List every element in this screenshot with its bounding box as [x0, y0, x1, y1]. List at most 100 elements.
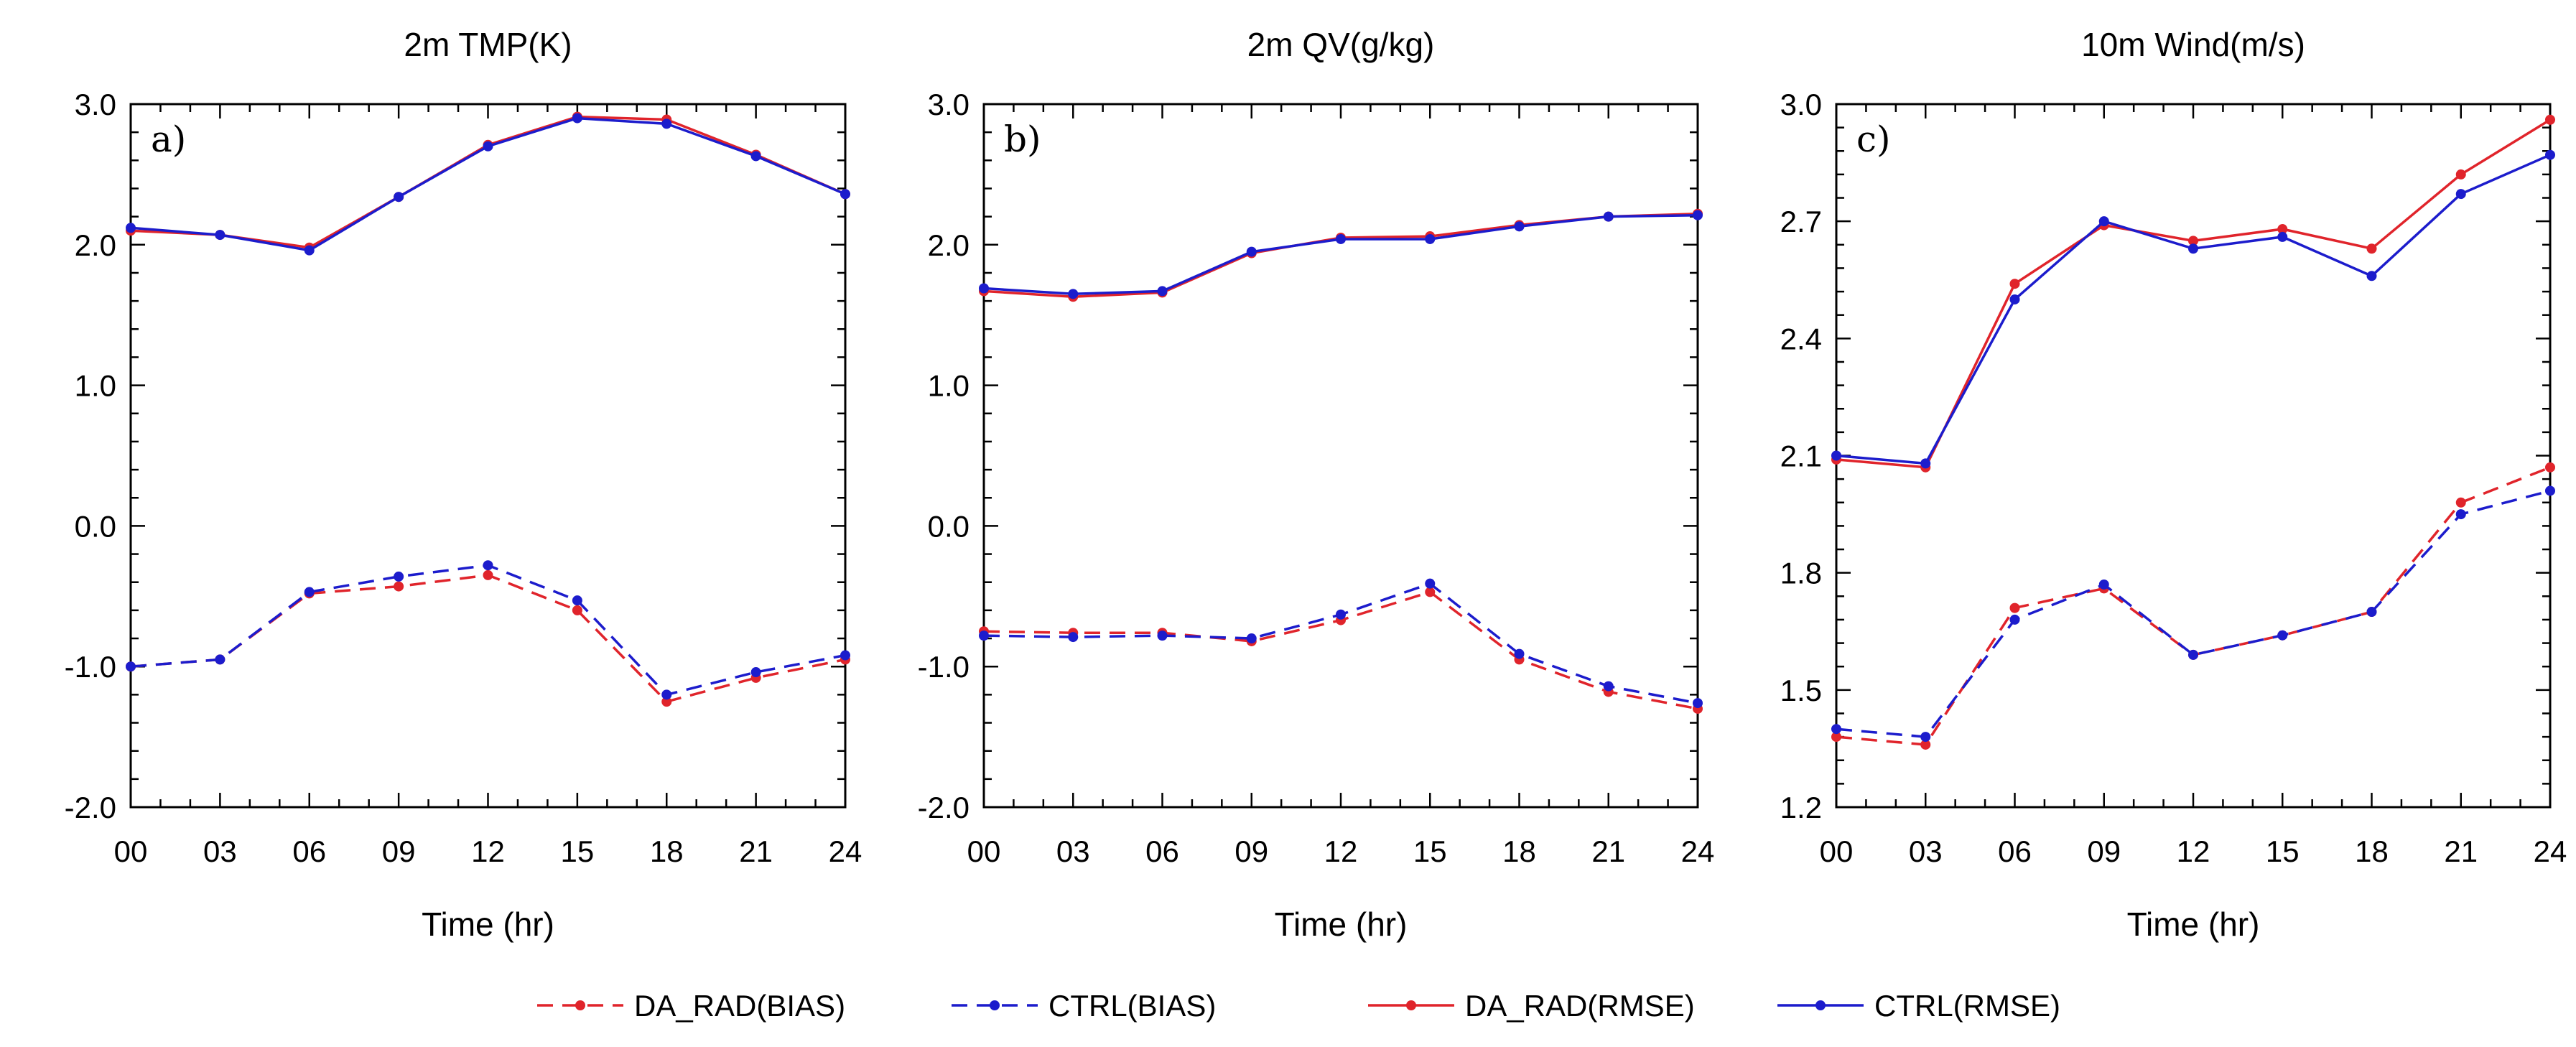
panel-a-plot-area: [129, 103, 847, 809]
panel-b-x-tick-label: 03: [1056, 834, 1090, 868]
panel-c-series-ctrl-bias: [1836, 489, 2551, 738]
panel-c-point-da-rad-rmse: [2366, 243, 2377, 254]
panel-c-x-tick-label: 03: [1909, 834, 1943, 868]
panel-b-x-tick-label: 06: [1145, 834, 1179, 868]
legend-item-ctrl-bias: CTRL(BIAS): [952, 989, 1216, 1023]
panel-a-x-tick-label: 03: [203, 834, 237, 868]
panel-b-title: 2m QV(g/kg): [1247, 26, 1435, 63]
panel-a-point-ctrl-bias: [394, 571, 404, 582]
panel-a-point-ctrl-rmse: [840, 189, 850, 200]
panel-a-y-tick-label: 0.0: [75, 509, 116, 543]
panel-b-point-ctrl-bias: [1514, 648, 1525, 659]
panel-b-x-tick-label: 21: [1591, 834, 1625, 868]
panel-a-point-ctrl-bias: [840, 650, 850, 661]
panel-b-point-ctrl-bias: [1336, 609, 1346, 620]
panel-c-label: c): [1856, 118, 1891, 160]
panel-a-y-tick-label: 3.0: [75, 88, 116, 121]
panel-c-x-tick-label: 15: [2266, 834, 2300, 868]
panel-b-x-tick-label: 12: [1324, 834, 1358, 868]
panel-b-point-ctrl-bias: [1603, 681, 1614, 692]
panel-b-point-ctrl-rmse: [1068, 289, 1079, 299]
panel-a-point-ctrl-bias: [215, 654, 225, 665]
panel-c-point-da-rad-rmse: [2188, 236, 2198, 246]
panel-a-x-tick-label: 12: [471, 834, 505, 868]
panel-b-y-tick-label: -1.0: [918, 650, 970, 684]
panel-c-point-ctrl-bias: [2009, 614, 2020, 625]
panel-b-point-ctrl-bias: [1068, 632, 1079, 643]
panel-a-x-tick-label: 24: [829, 834, 862, 868]
panel-b-plot-area: [982, 103, 1699, 809]
panel-a-y-tick-label: -1.0: [65, 650, 116, 684]
panel-a-x-tick-label: 15: [561, 834, 595, 868]
panel-a-point-ctrl-bias: [126, 661, 136, 672]
panel-b-ticks: [982, 103, 1699, 809]
panel-c-x-tick-labels: 00 03 06 09 12 15 18 21 24: [1820, 834, 2567, 868]
panel-c-x-tick-label: 18: [2355, 834, 2389, 868]
panel-b-point-da-rad-bias: [1425, 587, 1436, 597]
panel-c-x-axis-title: Time (hr): [2127, 906, 2260, 943]
panel-c-point-ctrl-bias: [2545, 485, 2555, 496]
panel-c-x-tick-label: 21: [2444, 834, 2478, 868]
panel-b-y-tick-labels: -2.0 -1.0 0.0 1.0 2.0 3.0: [918, 88, 970, 824]
panel-c-point-ctrl-bias: [2455, 509, 2466, 520]
panel-a-series-ctrl-rmse: [130, 116, 846, 252]
panel-a-point-ctrl-bias: [750, 667, 761, 678]
legend-label-ctrl-rmse: CTRL(RMSE): [1874, 989, 2060, 1023]
panel-b-point-ctrl-rmse: [979, 283, 989, 294]
panel-c-point-da-rad-rmse: [2545, 114, 2555, 125]
legend-item-da-rad-bias: DA_RAD(BIAS): [537, 989, 845, 1023]
legend-item-da-rad-rmse: DA_RAD(RMSE): [1368, 989, 1695, 1023]
panel-c-point-ctrl-rmse: [1920, 458, 1931, 469]
panel-c-point-ctrl-bias: [2366, 607, 2377, 618]
panel-b-point-ctrl-rmse: [1603, 211, 1614, 222]
panel-b-x-tick-label: 24: [1681, 834, 1715, 868]
panel-a-point-ctrl-bias: [304, 587, 315, 597]
panel-c-point-da-rad-rmse: [2277, 224, 2288, 235]
panel-a-x-tick-labels: 00 03 06 09 12 15 18 21 24: [114, 834, 862, 868]
panel-b-point-ctrl-bias: [979, 630, 989, 641]
panel-a-x-axis-title: Time (hr): [422, 906, 554, 943]
panel-b-x-tick-label: 15: [1413, 834, 1447, 868]
panel-c-point-ctrl-rmse: [2009, 294, 2020, 304]
panel-c-y-tick-label: 1.8: [1780, 557, 1822, 590]
panel-c-point-ctrl-bias: [1831, 724, 1841, 735]
legend-marker-ctrl-rmse: [1815, 1000, 1826, 1010]
panel-a-point-ctrl-rmse: [661, 118, 672, 129]
panel-c-y-tick-label: 2.7: [1780, 205, 1822, 238]
legend-marker-ctrl-bias: [990, 1000, 1000, 1010]
panel-c-point-ctrl-rmse: [2455, 189, 2466, 200]
panel-b-x-axis-title: Time (hr): [1275, 906, 1408, 943]
panel-a-x-tick-label: 18: [650, 834, 684, 868]
panel-c-y-tick-label: 1.2: [1780, 791, 1822, 824]
panel-c-point-ctrl-bias: [2098, 579, 2109, 590]
panel-c-series: [1831, 114, 2555, 750]
panel-c-point-ctrl-rmse: [2366, 271, 2377, 281]
panel-c-x-tick-label: 12: [2177, 834, 2210, 868]
panel-a-point-ctrl-bias: [483, 560, 493, 571]
panel-b-series-ctrl-rmse: [983, 213, 1698, 296]
panel-b-point-ctrl-bias: [1157, 630, 1168, 641]
panel-c-point-da-rad-bias: [1831, 732, 1841, 743]
panel-c-series-ctrl-rmse: [1836, 154, 2551, 465]
panel-a-label: a): [151, 118, 186, 160]
panel-b-x-tick-labels: 00 03 06 09 12 15 18 21 24: [967, 834, 1715, 868]
legend-item-ctrl-rmse: CTRL(RMSE): [1777, 989, 2060, 1023]
panel-a-point-ctrl-bias: [661, 689, 672, 700]
panel-c-y-tick-label: 2.4: [1780, 322, 1822, 355]
panel-b-series-da-rad-rmse: [983, 212, 1698, 298]
panel-a-point-da-rad-bias: [394, 581, 404, 592]
legend-marker-da-rad-bias: [575, 1000, 585, 1010]
panel-a-point-ctrl-rmse: [126, 223, 136, 233]
panel-a: 2m TMP(K) a) Time (hr) -2.0 -1.0 0.0 1.0 2.0…: [65, 26, 862, 943]
panel-c-point-ctrl-rmse: [1831, 450, 1841, 461]
panel-a-y-tick-labels: -2.0 -1.0 0.0 1.0 2.0 3.0: [65, 88, 116, 824]
panel-c-ticks: [1835, 103, 2552, 809]
panel-c-point-ctrl-bias: [1920, 732, 1931, 743]
panel-a-point-ctrl-rmse: [483, 141, 493, 152]
panel-c-series-da-rad-bias: [1836, 466, 2551, 746]
panel-c-point-da-rad-bias: [2009, 602, 2020, 613]
panel-a-x-tick-label: 09: [382, 834, 416, 868]
panel-c-point-ctrl-rmse: [2098, 216, 2109, 227]
panel-b-x-tick-label: 09: [1234, 834, 1268, 868]
